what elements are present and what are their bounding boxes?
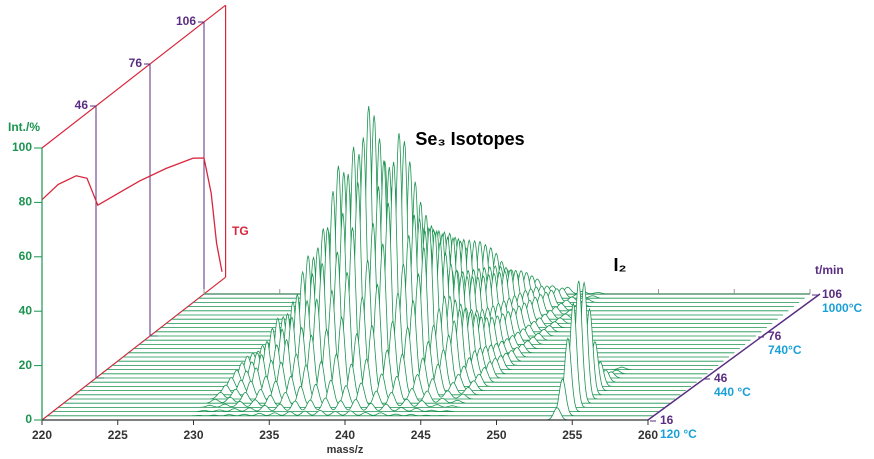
y-axis-label: Int./% [8,120,40,134]
temperature-label: 1000°C [822,301,862,315]
z-axis [647,293,821,421]
x-tick-label: 230 [183,428,203,442]
x-tick-label: 260 [638,428,658,442]
y-tick-label: 60 [19,249,33,263]
z-tick-label: 16 [660,413,674,427]
x-tick-label: 225 [108,428,128,442]
z-tick-label: 76 [768,329,782,343]
z-tick-label: 106 [822,287,842,301]
z-tick-label: 46 [714,371,728,385]
temperature-label: 120 °C [660,427,697,441]
y-tick-label: 40 [19,303,33,317]
tg-top [41,4,226,149]
y-tick-label: 0 [25,412,32,426]
x-tick-label: 235 [259,428,279,442]
temperature-label: 740°C [768,343,802,357]
chart-title: Se₃ Isotopes [415,129,524,149]
x-tick-label: 250 [486,428,506,442]
y-tick-label: 20 [19,358,33,372]
x-axis-label: mass/z [327,444,364,456]
i2-annotation: I₂ [614,255,627,275]
y-tick-label: 80 [19,195,33,209]
z-axis-label: t/min [815,263,844,277]
y-tick-label: 100 [12,140,32,154]
x-tick-label: 245 [411,428,431,442]
tg-curve [41,157,223,272]
x-tick-label: 255 [562,428,582,442]
tg-time-label: 76 [129,56,143,70]
x-tick-label: 220 [32,428,52,442]
tg-time-label: 106 [176,14,196,28]
tg-annotation: TG [232,224,249,238]
temperature-label: 440 °C [714,385,751,399]
tg-time-label: 46 [75,98,89,112]
x-tick-label: 240 [335,428,355,442]
